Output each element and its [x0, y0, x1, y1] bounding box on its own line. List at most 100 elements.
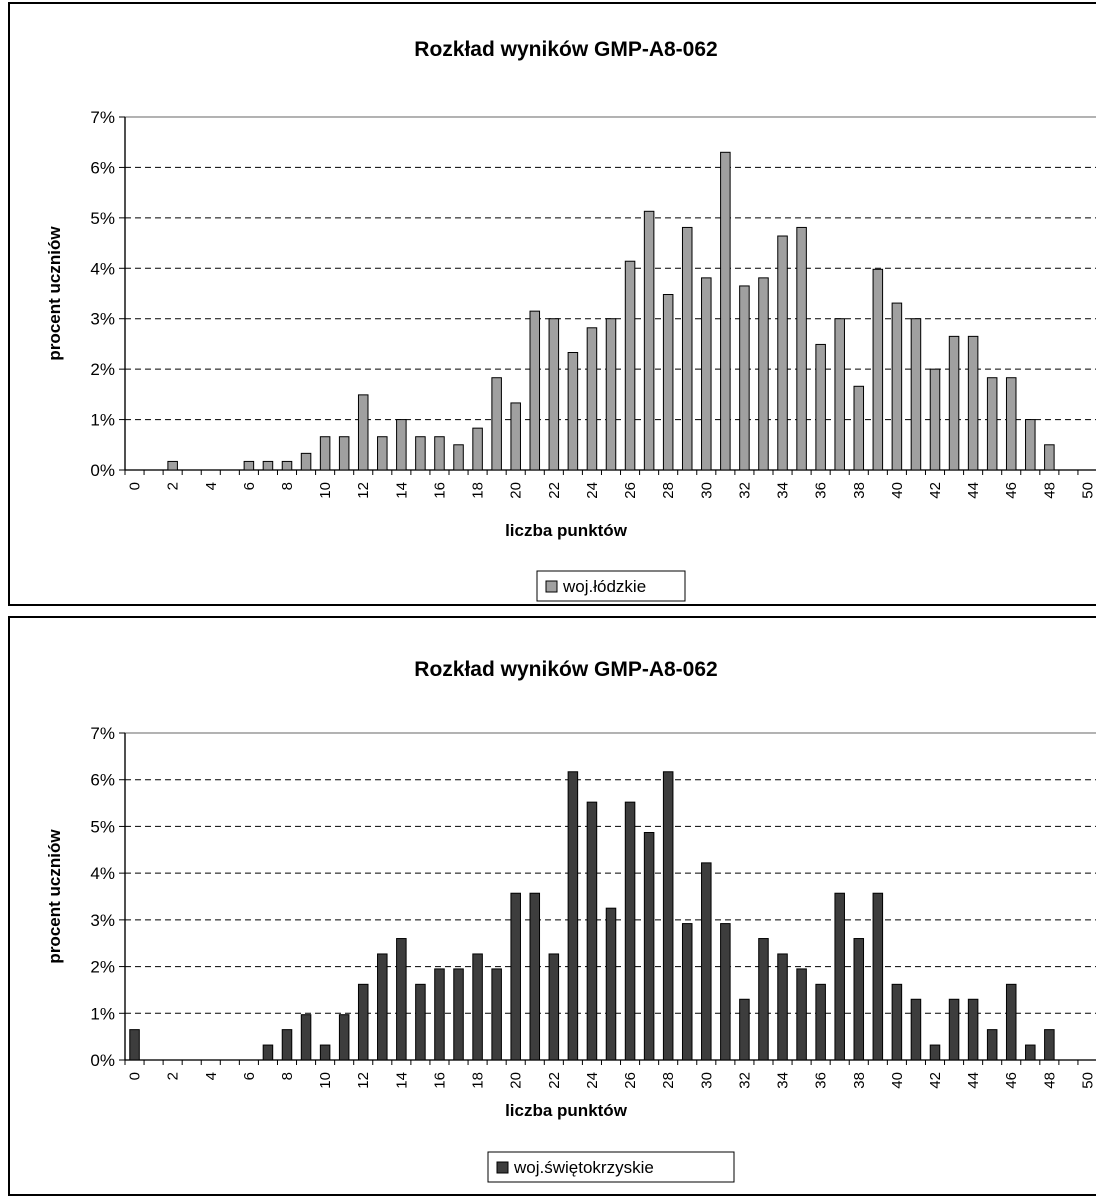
bar — [720, 151, 731, 471]
y-tick-label: 0% — [90, 461, 115, 480]
bar — [720, 923, 731, 1061]
bar — [872, 892, 884, 1061]
bar — [815, 343, 826, 471]
bar — [701, 277, 712, 471]
bar — [948, 998, 960, 1061]
bar — [796, 968, 807, 1061]
bar — [891, 983, 903, 1061]
bar — [491, 968, 502, 1061]
bar — [1025, 419, 1036, 471]
bar — [777, 953, 788, 1061]
bar — [910, 998, 922, 1061]
bar — [548, 953, 560, 1061]
x-tick-label: 10 — [317, 482, 334, 499]
x-tick-label: 42 — [927, 482, 944, 499]
y-axis-label: procent uczniów — [45, 226, 64, 361]
x-tick-label: 36 — [813, 1072, 830, 1089]
bar — [396, 419, 407, 471]
x-tick-label: 44 — [965, 1072, 982, 1089]
bar — [300, 1014, 312, 1061]
bar — [377, 436, 388, 471]
x-tick-label: 50 — [1079, 1072, 1096, 1089]
x-tick-label: 16 — [431, 482, 448, 499]
bar — [357, 983, 369, 1061]
bar — [529, 892, 541, 1061]
x-tick-label: 26 — [622, 1072, 639, 1089]
bar — [643, 832, 655, 1061]
y-tick-label: 6% — [90, 771, 115, 790]
x-tick-label: 30 — [698, 1072, 715, 1089]
bar — [300, 452, 312, 471]
x-tick-label: 50 — [1079, 482, 1096, 499]
chart-title: Rozkład wyników GMP-A8-062 — [414, 658, 717, 681]
y-tick-label: 1% — [90, 411, 115, 430]
bar — [338, 436, 350, 471]
y-tick-label: 5% — [90, 817, 115, 836]
bar — [396, 938, 407, 1061]
y-tick-label: 4% — [90, 259, 115, 278]
bar — [1025, 1044, 1036, 1061]
x-tick-label: 46 — [1003, 482, 1020, 499]
bar — [453, 444, 464, 471]
bar — [891, 302, 903, 471]
y-tick-label: 2% — [90, 360, 115, 379]
bar — [967, 335, 979, 471]
x-tick-label: 20 — [508, 482, 525, 499]
bar — [377, 953, 388, 1061]
bar — [434, 968, 445, 1061]
bar — [1044, 1029, 1055, 1061]
bar — [567, 771, 579, 1061]
x-tick-label: 18 — [470, 1072, 487, 1089]
bar — [548, 318, 560, 471]
x-tick-label: 22 — [546, 1072, 563, 1089]
x-tick-label: 0 — [127, 1072, 144, 1080]
x-axis-label: liczba punktów — [505, 521, 628, 540]
bar — [967, 998, 979, 1061]
bar — [415, 983, 426, 1061]
bar — [1005, 983, 1017, 1061]
chart-panel-swietokrzyskie: Rozkład wyników GMP-A8-062 0% 1% 2% 3% 4% 5% 6%… — [8, 616, 1096, 1196]
legend-label: woj.łódzkie — [562, 577, 646, 596]
chart-title: Rozkład wyników GMP-A8-062 — [414, 38, 717, 61]
y-tick-label: 4% — [90, 864, 115, 883]
bar — [834, 892, 845, 1061]
x-tick-label: 34 — [775, 1072, 792, 1089]
bar — [986, 377, 998, 471]
y-tick-label: 5% — [90, 209, 115, 228]
bar — [758, 277, 769, 471]
legend-label: woj.świętokrzyskie — [513, 1158, 654, 1177]
bar — [338, 1014, 350, 1061]
bar — [491, 377, 502, 471]
bar — [319, 1044, 331, 1061]
bar — [605, 318, 617, 471]
chart-lodzkie: Rozkład wyników GMP-A8-062 0% 1% 2% 3% 4% 5% 6%… — [45, 38, 1096, 602]
x-tick-label: 34 — [775, 482, 792, 499]
x-tick-label: 12 — [355, 1072, 372, 1089]
y-tick-label: 7% — [90, 108, 115, 127]
y-tick-label: 1% — [90, 1004, 115, 1023]
bar — [986, 1029, 998, 1061]
bar — [681, 923, 693, 1061]
bar — [834, 318, 845, 471]
bar — [662, 294, 674, 471]
bar — [853, 385, 865, 471]
x-tick-label: 40 — [889, 482, 906, 499]
bar — [701, 862, 712, 1061]
legend-swatch — [545, 580, 558, 593]
bar — [872, 268, 884, 471]
x-tick-label: 12 — [355, 482, 372, 499]
x-tick-label: 6 — [241, 482, 258, 490]
bar — [796, 226, 807, 471]
bar — [129, 1029, 140, 1061]
bar — [929, 1044, 941, 1061]
x-tick-label: 36 — [813, 482, 830, 499]
x-tick-label: 48 — [1041, 1072, 1058, 1089]
y-tick-label: 3% — [90, 911, 115, 930]
bar — [262, 1044, 274, 1061]
x-tick-label: 4 — [203, 1072, 220, 1080]
bar — [510, 402, 521, 471]
bar — [853, 938, 865, 1061]
bar — [948, 335, 960, 471]
bar — [281, 460, 293, 471]
x-tick-label: 6 — [241, 1072, 258, 1080]
